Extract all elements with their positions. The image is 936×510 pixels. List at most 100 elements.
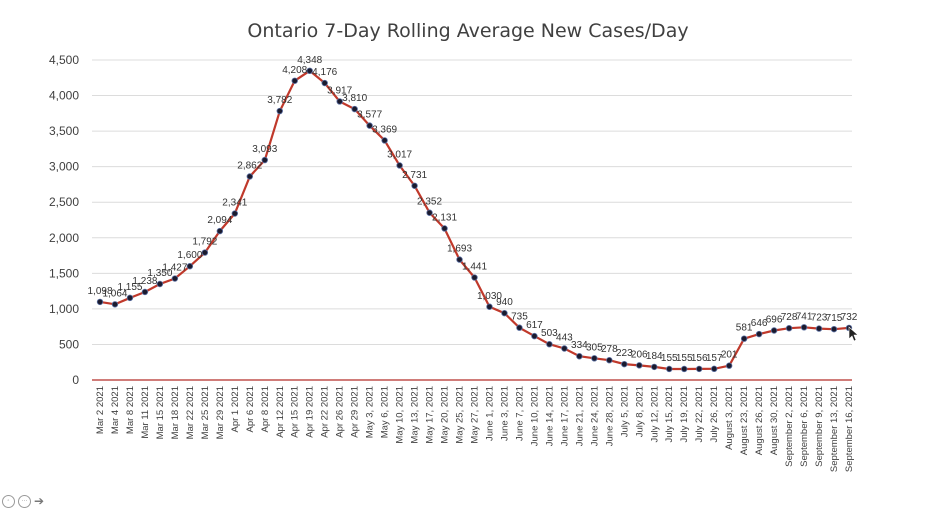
x-tick-label: July 8, 2021	[634, 386, 645, 437]
data-point	[276, 107, 283, 115]
x-tick-label: May 3, 2021	[365, 386, 376, 438]
data-label: 741	[796, 311, 813, 322]
data-label: 3,577	[357, 110, 382, 121]
data-label: 334	[571, 340, 588, 351]
data-point	[381, 137, 388, 144]
x-tick-label: May 6, 2021	[380, 386, 391, 438]
y-tick-label: 4,500	[49, 53, 79, 67]
x-tick-label: June 14, 2021	[544, 386, 555, 446]
next-arrow-icon[interactable]: ➔	[34, 494, 45, 508]
x-tick-label: May 17, 2021	[425, 386, 436, 444]
data-label: 2,131	[432, 212, 457, 223]
chart-title: Ontario 7-Day Rolling Average New Cases/…	[247, 20, 689, 42]
x-tick-label: May 27, 2021	[470, 386, 481, 444]
y-tick-label: 1,500	[49, 266, 79, 280]
data-point	[216, 227, 224, 235]
data-point	[606, 357, 613, 364]
data-point	[96, 298, 104, 306]
data-point	[456, 256, 463, 263]
x-tick-label: Mar 29 2021	[215, 386, 226, 439]
data-label: 3,810	[342, 93, 367, 104]
data-point	[815, 325, 823, 332]
x-tick-label: May 20, 2021	[440, 386, 451, 444]
x-tick-label: Apr 29 2021	[350, 386, 361, 438]
x-tick-label: Mar 11 2021	[140, 386, 151, 439]
data-point	[111, 301, 119, 308]
x-tick-label: Apr 1 2021	[230, 386, 241, 432]
data-label: 581	[736, 323, 753, 334]
data-point	[561, 345, 568, 352]
data-point	[785, 325, 793, 332]
x-tick-label: September 2, 2021	[784, 386, 795, 467]
data-label: 723	[811, 313, 828, 324]
data-label: 503	[541, 328, 558, 339]
data-point	[471, 274, 478, 281]
data-label: 156	[691, 353, 708, 364]
data-point-markers	[96, 67, 853, 373]
x-tick-label: June 10, 2021	[529, 386, 540, 446]
mouse-cursor-icon	[848, 326, 859, 342]
x-tick-label: Mar 2 2021	[95, 386, 106, 434]
x-tick-label: Apr 15 2021	[290, 386, 301, 438]
y-tick-label: 2,500	[49, 195, 79, 209]
data-point	[321, 79, 328, 87]
data-point	[246, 173, 253, 180]
data-point	[351, 105, 358, 113]
data-point	[501, 309, 508, 317]
data-point	[800, 324, 808, 331]
x-tick-label: July 19, 2021	[679, 386, 690, 443]
data-label: 4,176	[312, 67, 337, 78]
y-tick-label: 500	[59, 337, 79, 351]
x-tick-label: May 25, 2021	[455, 386, 466, 444]
data-label: 184	[646, 351, 663, 362]
y-tick-label: 2,000	[49, 231, 79, 245]
data-label: 1,441	[462, 262, 487, 273]
data-point	[681, 365, 688, 373]
data-point	[426, 209, 433, 216]
data-label: 278	[601, 344, 618, 355]
data-label: 1,350	[147, 268, 172, 279]
y-tick-label: 0	[72, 373, 79, 387]
data-point	[396, 162, 403, 169]
x-tick-label: May 10, 2021	[395, 386, 406, 444]
y-tick-label: 3,000	[49, 160, 79, 174]
x-axis-tick-labels: Mar 2 2021 Mar 4 2021 Mar 8 2021 Mar 11 202…	[95, 386, 855, 472]
x-tick-label: Mar 4 2021	[110, 386, 121, 434]
data-point	[141, 288, 149, 296]
data-point	[336, 98, 343, 105]
data-label: 1,693	[447, 244, 472, 255]
x-tick-label: August 30, 2021	[769, 386, 780, 455]
more-options-icon[interactable]: ···	[18, 495, 31, 508]
data-label: 1,600	[177, 250, 202, 261]
x-tick-label: May 13, 2021	[410, 386, 421, 444]
data-point	[441, 225, 448, 232]
x-tick-label: August 3, 2021	[724, 386, 735, 450]
x-tick-label: Apr 12 2021	[275, 386, 286, 438]
data-point	[546, 341, 553, 348]
data-label: 443	[556, 332, 573, 343]
x-tick-label: August 26, 2021	[754, 386, 765, 455]
x-tick-label: September 9, 2021	[814, 386, 825, 467]
x-tick-label: June 21, 2021	[574, 386, 585, 446]
data-label: 1,238	[132, 276, 157, 287]
x-tick-label: September 16, 2021	[844, 386, 855, 472]
circle-control-icon[interactable]: ◦	[2, 495, 15, 508]
data-point	[486, 303, 493, 310]
x-tick-label: Mar 18 2021	[170, 386, 181, 439]
data-point	[291, 77, 298, 84]
data-label: 201	[721, 350, 738, 361]
data-label: 646	[751, 318, 768, 329]
data-label: 1,098	[87, 286, 112, 297]
data-label: 1,155	[117, 282, 142, 293]
data-point	[666, 365, 673, 373]
data-point	[201, 249, 209, 256]
data-point	[306, 67, 313, 75]
x-tick-label: July 15, 2021	[664, 386, 675, 443]
data-label: 2,862	[237, 160, 262, 171]
data-label: 735	[511, 312, 528, 323]
data-point	[411, 182, 418, 189]
x-tick-label: Apr 6 2021	[245, 386, 256, 432]
x-tick-label: June 24, 2021	[589, 386, 600, 446]
x-tick-label: September 6, 2021	[799, 386, 810, 467]
